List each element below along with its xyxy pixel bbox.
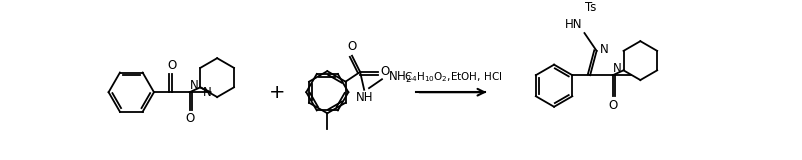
Text: N: N xyxy=(203,86,212,99)
Text: N: N xyxy=(614,62,622,75)
Text: O: O xyxy=(380,65,390,78)
Text: C$_4$H$_{10}$O$_2$,EtOH, HCl: C$_4$H$_{10}$O$_2$,EtOH, HCl xyxy=(403,70,502,84)
Text: O: O xyxy=(185,112,194,125)
Text: O: O xyxy=(608,99,618,112)
Text: Ts: Ts xyxy=(585,1,597,14)
Text: O: O xyxy=(167,59,176,72)
Text: NH$_2$: NH$_2$ xyxy=(388,70,412,85)
Text: HN: HN xyxy=(565,18,583,32)
Text: N: N xyxy=(190,79,199,92)
Text: NH: NH xyxy=(355,91,373,104)
Text: +: + xyxy=(269,83,286,102)
Text: O: O xyxy=(347,40,357,53)
Text: N: N xyxy=(600,43,609,56)
